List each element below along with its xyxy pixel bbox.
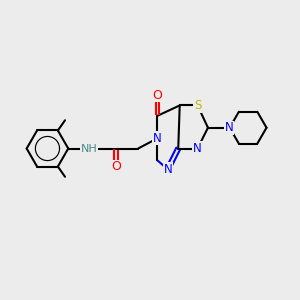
Text: N: N [164, 163, 172, 176]
Text: NH: NH [81, 143, 98, 154]
Text: O: O [111, 160, 121, 173]
Text: S: S [194, 99, 201, 112]
Text: N: N [193, 142, 202, 155]
Text: O: O [152, 88, 162, 101]
Text: N: N [153, 132, 162, 145]
Text: N: N [224, 121, 233, 134]
